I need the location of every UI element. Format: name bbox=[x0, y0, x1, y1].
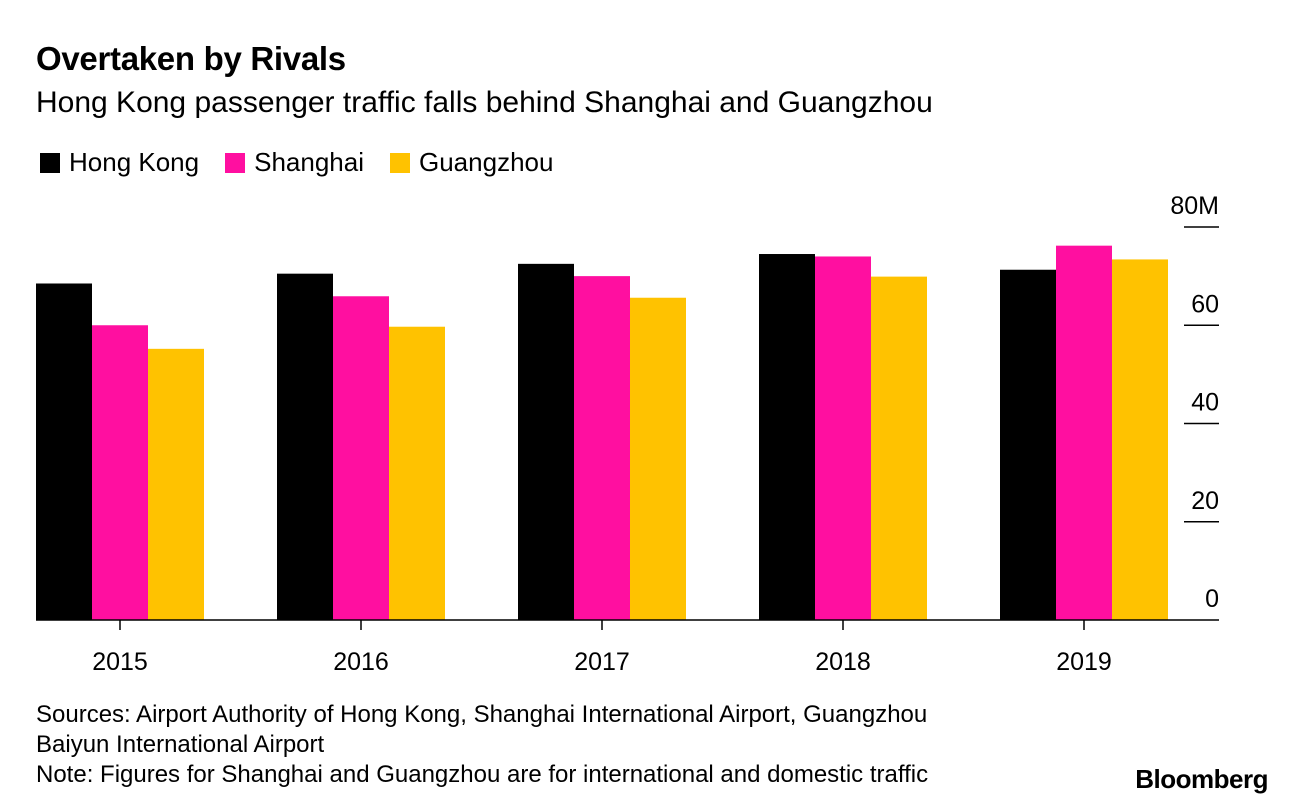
bar-shanghai-2017 bbox=[574, 276, 630, 620]
x-tick-label: 2017 bbox=[574, 648, 630, 676]
bar-shanghai-2019 bbox=[1056, 245, 1112, 620]
y-tick-label: 20 bbox=[1191, 487, 1219, 515]
chart-subtitle: Hong Kong passenger traffic falls behind… bbox=[36, 86, 933, 119]
x-tick-label: 2018 bbox=[815, 648, 871, 676]
bar-shanghai-2015 bbox=[92, 325, 148, 620]
bar-guangzhou-2018 bbox=[871, 276, 927, 620]
y-tick-label: 0 bbox=[1205, 585, 1219, 613]
y-tick-label: 40 bbox=[1191, 389, 1219, 417]
bar-guangzhou-2017 bbox=[630, 297, 686, 620]
bar-shanghai-2018 bbox=[815, 256, 871, 620]
legend-swatch-shanghai bbox=[225, 152, 246, 173]
bar-guangzhou-2016 bbox=[389, 326, 445, 620]
bar-hong-kong-2018 bbox=[759, 254, 815, 621]
legend-label-guangzhou: Guangzhou bbox=[419, 147, 554, 177]
sources-line-2: Baiyun International Airport bbox=[36, 731, 325, 758]
bar-guangzhou-2015 bbox=[148, 348, 204, 620]
x-tick-label: 2019 bbox=[1056, 648, 1112, 676]
note-line: Note: Figures for Shanghai and Guangzhou… bbox=[36, 761, 929, 788]
footer: Sources: Airport Authority of Hong Kong,… bbox=[36, 700, 928, 790]
legend-label-hong-kong: Hong Kong bbox=[69, 147, 200, 177]
y-tick-label: 80M bbox=[1170, 192, 1219, 220]
chart-title: Overtaken by Rivals bbox=[36, 40, 346, 77]
bar-guangzhou-2019 bbox=[1112, 259, 1168, 620]
y-tick-label: 60 bbox=[1191, 290, 1219, 318]
x-tick-label: 2016 bbox=[333, 648, 389, 676]
legend-item-guangzhou: Guangzhou bbox=[390, 147, 553, 178]
legend-swatch-hong-kong bbox=[40, 152, 60, 173]
bar-hong-kong-2017 bbox=[518, 263, 574, 620]
bar-hong-kong-2015 bbox=[36, 283, 92, 620]
legend: Hong Kong Shanghai Guangzhou bbox=[40, 147, 579, 178]
bar-hong-kong-2016 bbox=[277, 273, 333, 620]
legend-item-shanghai: Shanghai bbox=[225, 147, 364, 178]
legend-label-shanghai: Shanghai bbox=[254, 147, 364, 177]
bar-chart: 0 20 40 60 80M 2015 2016 2017 2018 2019 bbox=[36, 192, 1219, 676]
bloomberg-logo: Bloomberg bbox=[1135, 764, 1268, 794]
sources-line-1: Sources: Airport Authority of Hong Kong,… bbox=[36, 701, 928, 728]
bar-hong-kong-2019 bbox=[1000, 269, 1056, 620]
bar-shanghai-2016 bbox=[333, 296, 389, 620]
legend-swatch-guangzhou bbox=[390, 152, 410, 173]
x-tick-label: 2015 bbox=[92, 648, 148, 676]
legend-item-hong-kong: Hong Kong bbox=[40, 147, 199, 178]
